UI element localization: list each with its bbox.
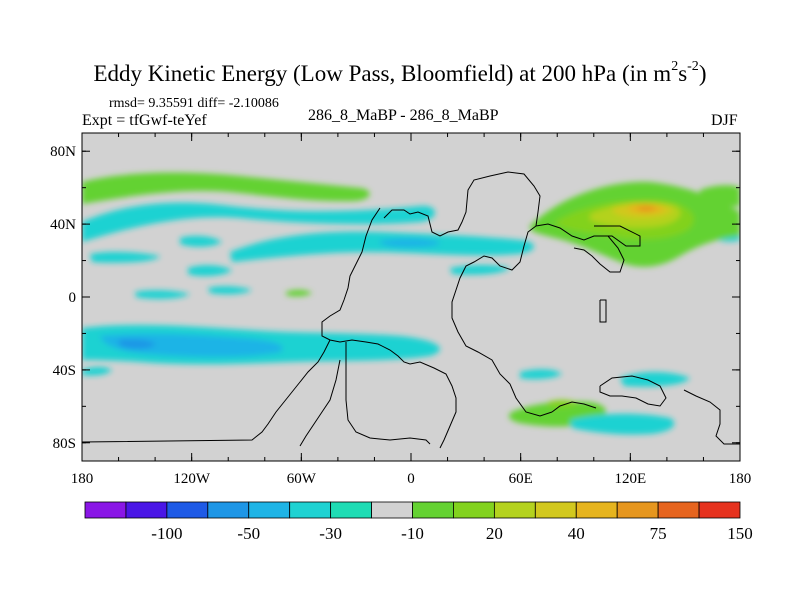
colorbar-swatch — [453, 501, 495, 519]
colorbar-swatch — [330, 501, 372, 519]
colorbar-label: 20 — [486, 524, 503, 543]
experiment-label: Expt = tfGwf-teYef — [82, 112, 207, 129]
contour-region — [135, 290, 190, 299]
colorbar-label: 40 — [568, 524, 585, 543]
coastline — [82, 339, 331, 443]
colorbar-label: -50 — [237, 524, 260, 543]
contour-region — [548, 399, 578, 408]
x-tick-label: 120E — [614, 471, 646, 487]
contour-region — [379, 238, 441, 248]
x-tick-label: 180 — [71, 471, 94, 487]
contour-region — [638, 205, 656, 212]
contour-region — [570, 413, 675, 435]
x-tick-label: 120W — [173, 471, 211, 487]
y-tick-label: 0 — [69, 290, 77, 306]
contour-region — [230, 231, 535, 262]
contour-region — [180, 235, 222, 247]
colorbar-label: -100 — [151, 524, 182, 543]
y-tick-label: 80S — [53, 436, 76, 452]
colorbar-swatch — [248, 501, 291, 519]
coastline — [345, 342, 431, 445]
colorbar-swatch — [166, 501, 209, 519]
contour-region — [82, 172, 370, 204]
contour-region — [286, 289, 312, 297]
colorbar-swatch — [616, 501, 659, 519]
colorbar-swatch — [207, 501, 250, 519]
coastline-outline — [82, 171, 740, 449]
coastline — [599, 299, 607, 323]
coastline — [535, 223, 625, 273]
season-label: DJF — [711, 112, 738, 129]
colorbar: -100 -50 -30 -10 20 40 75 150 — [84, 501, 753, 543]
colorbar-swatch — [371, 501, 413, 519]
coastline — [299, 359, 341, 447]
contour-region — [82, 367, 112, 376]
colorbar-swatch — [84, 501, 127, 519]
stats-label: rmsd= 9.35591 diff= -2.10086 — [109, 96, 279, 111]
colorbar-swatch — [575, 501, 618, 519]
contour-region — [100, 333, 283, 357]
coastline — [451, 225, 553, 417]
coastline — [551, 401, 597, 413]
y-tick-label: 40N — [50, 217, 76, 233]
colorbar-swatch — [289, 501, 332, 519]
contour-region — [90, 251, 160, 263]
contour-fills — [82, 172, 740, 435]
y-tick-label: 40S — [53, 363, 76, 379]
coastline — [383, 171, 541, 237]
colorbar-swatch — [412, 501, 454, 519]
chart-title: Eddy Kinetic Energy (Low Pass, Bloomfiel… — [93, 59, 707, 86]
y-tick-label: 80N — [50, 144, 76, 160]
case-label: 286_8_MaBP - 286_8_MaBP — [308, 107, 499, 124]
x-tick-label: 180 — [729, 471, 752, 487]
contour-region — [118, 339, 156, 349]
contour-region — [82, 202, 435, 242]
colorbar-label: 75 — [650, 524, 667, 543]
colorbar-label: 150 — [727, 524, 753, 543]
contour-region — [208, 286, 252, 295]
x-tick-label: 0 — [407, 471, 415, 487]
coastline — [594, 225, 641, 247]
colorbar-swatch — [657, 501, 700, 519]
coastline — [321, 207, 457, 449]
colorbar-swatch — [534, 501, 577, 519]
colorbar-label: -30 — [319, 524, 342, 543]
x-tick-label: 60W — [287, 471, 317, 487]
colorbar-label: -10 — [401, 524, 424, 543]
coastline — [683, 389, 740, 445]
colorbar-swatch — [125, 501, 168, 519]
axes: 180 120W 60W 0 60E 120E 180 80N 40N 0 40S 80S — [50, 133, 751, 487]
contour-region — [520, 369, 562, 380]
x-tick-label: 60E — [509, 471, 533, 487]
contour-region — [620, 372, 690, 387]
contour-region — [188, 265, 232, 277]
contour-region — [700, 185, 740, 207]
coastline — [599, 375, 667, 407]
colorbar-swatch — [698, 501, 741, 519]
colorbar-swatch — [493, 501, 536, 519]
